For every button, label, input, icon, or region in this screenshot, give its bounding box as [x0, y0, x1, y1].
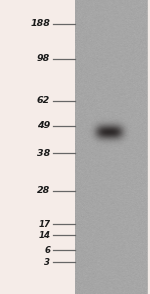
Text: 3: 3 [44, 258, 50, 267]
Text: 62: 62 [37, 96, 50, 105]
Text: 49: 49 [37, 121, 50, 130]
Bar [148, 0, 150, 294]
Text: 38: 38 [37, 149, 50, 158]
Text: 188: 188 [30, 19, 50, 28]
Text: 14: 14 [38, 231, 50, 240]
Text: 17: 17 [38, 220, 50, 228]
Text: 28: 28 [37, 186, 50, 195]
Text: 98: 98 [37, 54, 50, 63]
Text: 6: 6 [44, 246, 50, 255]
